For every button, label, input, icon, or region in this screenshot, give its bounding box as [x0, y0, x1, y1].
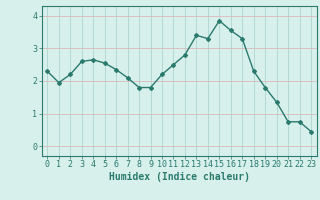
X-axis label: Humidex (Indice chaleur): Humidex (Indice chaleur) — [109, 172, 250, 182]
